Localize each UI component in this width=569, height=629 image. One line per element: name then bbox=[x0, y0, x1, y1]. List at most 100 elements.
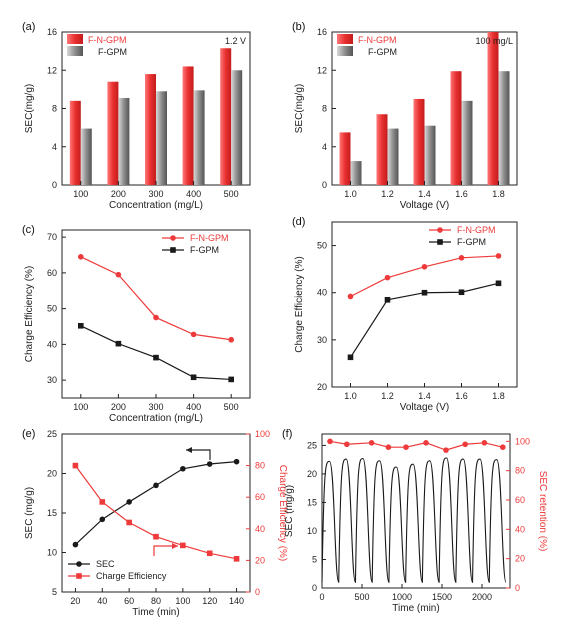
data-point bbox=[99, 499, 106, 505]
legend-marker bbox=[170, 247, 176, 253]
bar-f-n-gpm bbox=[413, 98, 425, 185]
y-tick-label-right: 40 bbox=[515, 524, 525, 534]
y-axis-title-right: Charge Efficiency (%) bbox=[277, 465, 288, 562]
bar-f-gpm bbox=[498, 71, 510, 185]
bar-f-n-gpm bbox=[376, 114, 388, 185]
axis-arrow-right bbox=[153, 545, 178, 556]
y-tick-label-right: 80 bbox=[255, 461, 265, 471]
plot-frame bbox=[321, 433, 511, 589]
data-point bbox=[190, 331, 197, 338]
x-tick-label: 1.2 bbox=[381, 391, 394, 401]
x-tick-label: 1.8 bbox=[492, 189, 505, 199]
data-point bbox=[384, 296, 391, 303]
data-point bbox=[495, 253, 502, 259]
axis-arrow-left bbox=[186, 449, 211, 460]
y-tick-label-right: 20 bbox=[255, 555, 265, 565]
y-tick-label: 8 bbox=[322, 104, 327, 114]
data-point bbox=[458, 255, 465, 261]
data-point bbox=[206, 461, 213, 467]
condition-annotation: 100 mg/L bbox=[475, 36, 513, 46]
data-point bbox=[153, 354, 159, 361]
data-point bbox=[78, 322, 84, 329]
x-tick-label: 1.4 bbox=[418, 391, 431, 401]
legend-label: F-GPM bbox=[98, 47, 127, 57]
data-point bbox=[153, 482, 159, 489]
data-point bbox=[421, 263, 428, 270]
data-point bbox=[233, 458, 240, 465]
y-tick-label: 0 bbox=[322, 180, 327, 190]
legend-label: F-GPM bbox=[190, 245, 219, 255]
x-tick-label: 80 bbox=[151, 596, 161, 606]
data-point bbox=[78, 254, 84, 260]
legend-label: SEC bbox=[96, 559, 115, 569]
series-line-f-n-gpm bbox=[80, 256, 232, 341]
data-point bbox=[481, 440, 488, 446]
y-tick-label: 12 bbox=[317, 65, 327, 75]
y-tick-label: 0 bbox=[52, 180, 57, 190]
bar-f-n-gpm bbox=[182, 66, 194, 185]
y-tick-label: 60 bbox=[47, 268, 57, 278]
legend-label: F-N-GPM bbox=[358, 35, 397, 45]
data-point bbox=[228, 376, 234, 383]
y-tick-label: 20 bbox=[317, 382, 327, 392]
x-tick-label: 1000 bbox=[392, 592, 412, 602]
panel-label: (d) bbox=[292, 216, 305, 228]
arrow-head bbox=[172, 543, 178, 549]
y-tick-label: 50 bbox=[317, 241, 327, 251]
panel-3: (d) 1.0 1.2 1.4 1.6 1.8 Voltage (V) 20 30 40 50 Cha… bbox=[292, 216, 518, 413]
y-tick-label: 10 bbox=[47, 548, 57, 558]
plot-frame bbox=[61, 229, 251, 399]
x-tick-label: 500 bbox=[354, 592, 369, 602]
y-tick-label: 25 bbox=[307, 440, 317, 450]
y-tick-label: 50 bbox=[47, 304, 57, 314]
y-tick-label: 70 bbox=[47, 232, 57, 242]
series-line-charge-efficiency bbox=[74, 465, 237, 560]
bar-f-n-gpm bbox=[220, 48, 232, 185]
legend-swatch bbox=[337, 34, 353, 44]
data-point bbox=[228, 336, 234, 343]
plot-frame bbox=[61, 433, 251, 593]
data-point bbox=[72, 541, 79, 548]
panel-label: (e) bbox=[22, 428, 35, 440]
bar-f-n-gpm bbox=[450, 71, 462, 185]
bar-f-n-gpm bbox=[107, 81, 119, 185]
y-tick-label: 5 bbox=[52, 587, 57, 597]
y-axis-title: Charge Efficiency (%) bbox=[24, 266, 35, 363]
x-tick-label: 100 bbox=[175, 596, 190, 606]
x-tick-label: 400 bbox=[186, 402, 201, 412]
y-tick-label: 25 bbox=[47, 429, 57, 439]
panel-label: (c) bbox=[22, 224, 35, 236]
panel-0: (a) 100 200 300 400 500 0 4 8 12 16 SEC(mg/g) Concen… bbox=[22, 21, 251, 211]
series-line-f-gpm bbox=[80, 325, 232, 381]
bar-f-gpm bbox=[80, 128, 92, 185]
data-point bbox=[233, 556, 240, 562]
x-tick-label: 400 bbox=[186, 189, 201, 199]
bar-f-gpm bbox=[231, 70, 243, 185]
x-tick-label: 40 bbox=[97, 596, 107, 606]
panel-2: (c) 100 200 300 400 500 Concentration (mg/L) 30… bbox=[22, 224, 251, 424]
y-tick-label: 4 bbox=[322, 142, 327, 152]
data-point bbox=[495, 280, 502, 287]
y-tick-label: 8 bbox=[52, 104, 57, 114]
x-tick-label: 500 bbox=[224, 402, 239, 412]
data-point bbox=[344, 441, 350, 448]
arrow-head bbox=[186, 447, 192, 453]
y-axis-title: SEC(mg/g) bbox=[294, 84, 305, 133]
y-tick-label: 20 bbox=[47, 469, 57, 479]
x-tick-label: 100 bbox=[73, 189, 88, 199]
bar-f-gpm bbox=[461, 100, 473, 185]
bar-f-gpm bbox=[424, 125, 436, 185]
data-point bbox=[500, 444, 506, 451]
y-axis-title: SEC (mg/g) bbox=[24, 487, 35, 539]
y-tick-label-right: 20 bbox=[515, 554, 525, 564]
y-tick-label: 30 bbox=[47, 375, 57, 385]
y-tick-label: 12 bbox=[47, 65, 57, 75]
data-point bbox=[384, 274, 391, 281]
y-tick-label-right: 0 bbox=[515, 583, 520, 593]
x-axis-title: Time (min) bbox=[392, 603, 439, 614]
y-tick-label-right: 40 bbox=[255, 524, 265, 534]
data-point bbox=[458, 289, 465, 296]
y-axis-title: Charge Efficiency (%) bbox=[294, 256, 305, 353]
data-point bbox=[115, 340, 122, 347]
